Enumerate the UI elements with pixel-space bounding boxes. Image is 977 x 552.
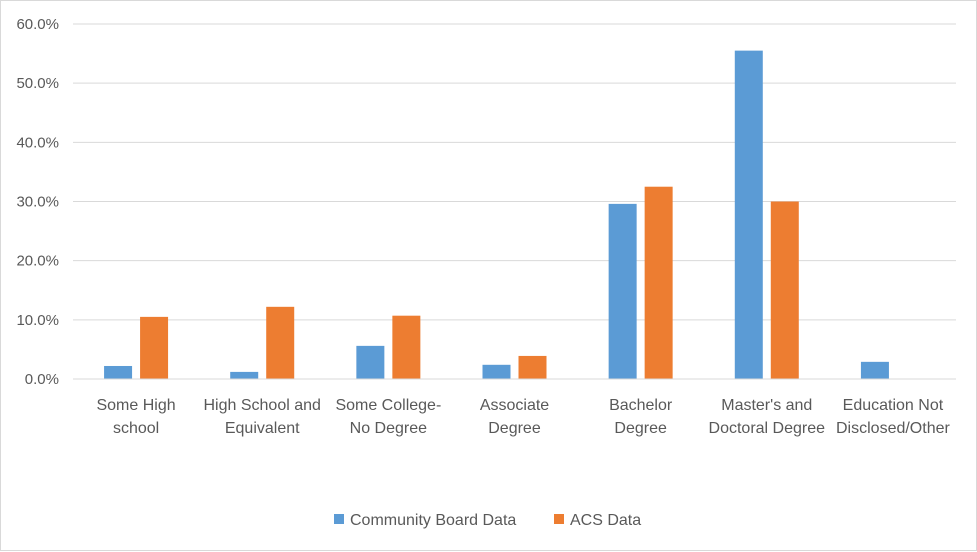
y-tick-label: 10.0% [16,312,59,329]
gridlines [73,23,956,321]
x-category-label: Some College-No Degree [335,397,441,437]
legend-label: ACS Data [570,512,641,529]
bar-acs-2 [392,315,421,379]
y-axis-ticks: 0.0% 10.0% 20.0% 30.0% 40.0% 50.0% 60.0% [16,16,59,388]
bar-community-board-6 [860,361,889,379]
bar-acs-1 [266,306,295,379]
legend-swatch [554,514,564,524]
legend-label: Community Board Data [350,512,516,529]
legend-swatch [334,514,344,524]
x-axis-categories: Some High school High School and Equivalent… [96,397,950,437]
y-tick-label: 40.0% [16,134,59,151]
bar-community-board-2 [356,345,385,379]
y-tick-label: 60.0% [16,16,59,33]
bar-community-board-4 [608,203,637,379]
x-category-label: Bachelor Degree [609,397,673,437]
bar-acs-4 [644,186,673,379]
x-category-label: High School and Equivalent [204,397,321,437]
x-category-label: Associate Degree [480,397,549,437]
x-category-label: Master's and Doctoral Degree [709,397,826,437]
x-category-label: Some High school [96,397,175,437]
y-tick-label: 30.0% [16,194,59,211]
bars [104,50,889,379]
y-tick-label: 20.0% [16,253,59,270]
legend: Community Board Data ACS Data [334,512,641,529]
y-tick-label: 0.0% [25,371,59,388]
bar-acs-3 [518,355,547,379]
bar-community-board-5 [734,50,763,379]
bar-acs-0 [140,316,169,379]
bar-community-board-1 [230,371,259,379]
y-tick-label: 50.0% [16,75,59,92]
x-category-label: Education Not Disclosed/Other [836,397,950,437]
bar-acs-5 [770,201,799,379]
bar-community-board-3 [482,364,511,379]
bar-community-board-0 [104,365,133,379]
